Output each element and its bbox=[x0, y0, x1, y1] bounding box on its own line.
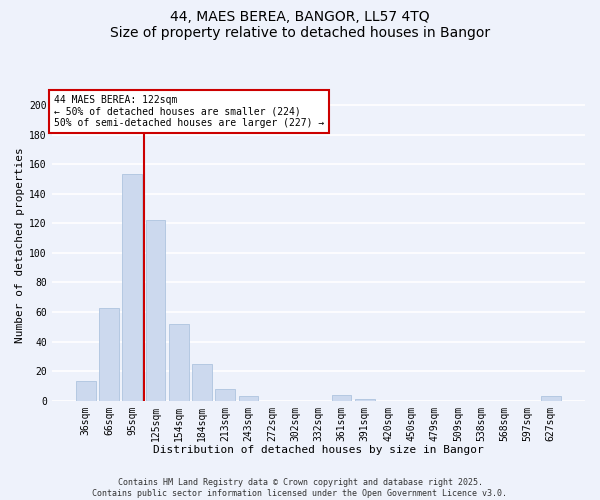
Y-axis label: Number of detached properties: Number of detached properties bbox=[15, 148, 25, 344]
Bar bbox=[76, 382, 95, 400]
Bar bbox=[541, 396, 561, 400]
Bar bbox=[332, 395, 352, 400]
Bar bbox=[169, 324, 188, 400]
Bar bbox=[99, 308, 119, 400]
Bar bbox=[146, 220, 166, 400]
Bar bbox=[192, 364, 212, 401]
Bar bbox=[122, 174, 142, 400]
X-axis label: Distribution of detached houses by size in Bangor: Distribution of detached houses by size … bbox=[153, 445, 484, 455]
Text: 44, MAES BEREA, BANGOR, LL57 4TQ
Size of property relative to detached houses in: 44, MAES BEREA, BANGOR, LL57 4TQ Size of… bbox=[110, 10, 490, 40]
Bar bbox=[355, 399, 375, 400]
Text: 44 MAES BEREA: 122sqm
← 50% of detached houses are smaller (224)
50% of semi-det: 44 MAES BEREA: 122sqm ← 50% of detached … bbox=[55, 95, 325, 128]
Bar bbox=[239, 396, 259, 400]
Bar bbox=[215, 389, 235, 400]
Text: Contains HM Land Registry data © Crown copyright and database right 2025.
Contai: Contains HM Land Registry data © Crown c… bbox=[92, 478, 508, 498]
